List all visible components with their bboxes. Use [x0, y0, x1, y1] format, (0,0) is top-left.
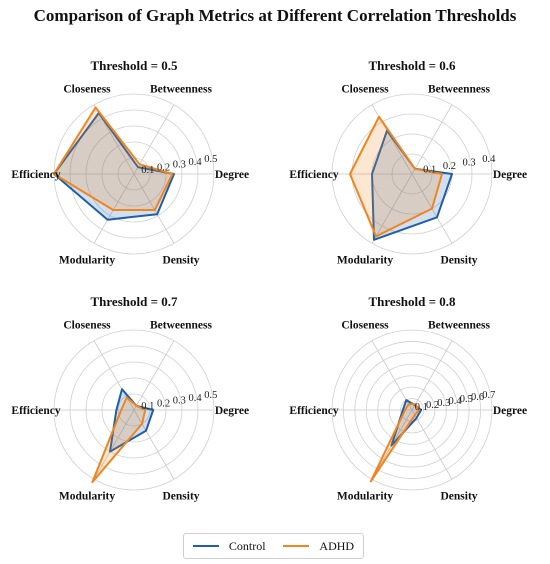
radial-tick-label: 0.4: [448, 396, 462, 407]
axis-spoke: [93, 409, 135, 480]
panel-title: Threshold = 0.8: [369, 294, 456, 309]
category-label-closeness: Closeness: [63, 84, 111, 96]
axis-spoke: [371, 340, 413, 411]
radial-tick-label: 0.4: [188, 157, 202, 168]
series-adhd-polygon: [91, 396, 147, 484]
category-label-density: Density: [440, 254, 477, 266]
radial-tick-label: 0.6: [471, 392, 484, 403]
category-label-density: Density: [162, 490, 199, 502]
category-label-degree: Degree: [493, 405, 527, 417]
category-label-closeness: Closeness: [63, 320, 111, 332]
category-label-efficiency: Efficiency: [289, 405, 338, 417]
radial-tick-label: 0.2: [157, 162, 170, 173]
radial-tick-label: 0.4: [188, 393, 202, 404]
radial-tick-label: 0.2: [157, 398, 170, 409]
category-label-efficiency: Efficiency: [289, 169, 338, 181]
category-label-degree: Degree: [215, 169, 249, 181]
category-label-betweenness: Betweenness: [428, 84, 490, 96]
panel-title: Threshold = 0.5: [91, 58, 178, 73]
category-label-density: Density: [440, 490, 477, 502]
category-label-modularity: Modularity: [337, 490, 393, 502]
series-adhd-polygon: [53, 106, 174, 211]
category-label-density: Density: [162, 254, 199, 266]
radar-panel-3: 0.1 0.2 0.3 0.4 0.5 Degree Betweenness Closenes…: [11, 294, 249, 502]
axis-spoke: [411, 340, 453, 411]
category-label-closeness: Closeness: [341, 84, 389, 96]
radial-tick-label: 0.2: [443, 161, 456, 172]
radial-tick-label: 0.3: [437, 398, 450, 409]
radial-tick-label: 0.7: [482, 390, 495, 401]
axis-spoke: [93, 173, 135, 244]
legend-entry-adhd: ADHD: [283, 539, 354, 554]
radar-panel-2: 0.1 0.2 0.3 0.4 Degree Betweenness Closeness Ef…: [289, 58, 527, 266]
axis-spoke: [411, 409, 453, 480]
radial-tick-label: 0.5: [460, 394, 473, 405]
legend: Control ADHD: [183, 533, 364, 559]
legend-label-control: Control: [228, 538, 266, 553]
radial-tick-label: 0.3: [173, 396, 186, 407]
category-label-degree: Degree: [215, 405, 249, 417]
axis-spoke: [133, 104, 175, 175]
axis-spoke: [133, 340, 175, 411]
category-label-closeness: Closeness: [341, 320, 389, 332]
radial-tick-label: 0.1: [415, 402, 428, 413]
radar-panel-1: 0.1 0.2 0.3 0.4 0.5 Degree Betweenness Closenes…: [11, 58, 249, 266]
radial-tick-label: 0.5: [204, 154, 217, 165]
radial-tick-label: 0.2: [426, 400, 439, 411]
figure-title: Comparison of Graph Metrics at Different…: [33, 6, 517, 25]
category-label-betweenness: Betweenness: [150, 320, 212, 332]
category-label-efficiency: Efficiency: [11, 405, 60, 417]
radial-tick-label: 0.4: [482, 154, 496, 165]
panel-title: Threshold = 0.7: [91, 294, 178, 309]
radial-tick-label: 0.5: [204, 390, 217, 401]
panel-title: Threshold = 0.6: [369, 58, 456, 73]
category-label-betweenness: Betweenness: [150, 84, 212, 96]
radial-tick-label: 0.3: [463, 158, 476, 169]
axis-spoke: [371, 173, 413, 244]
category-label-modularity: Modularity: [337, 254, 393, 266]
category-label-degree: Degree: [493, 169, 527, 181]
radial-tick-label: 0.3: [173, 160, 186, 171]
legend-swatch-control: [192, 545, 219, 547]
radar-panel-4: 0.10.20.30.40.50.60.7 Degree Betweenness Cl…: [289, 294, 527, 502]
series-adhd-polygon: [349, 115, 443, 238]
legend-swatch-adhd: [283, 545, 310, 547]
legend-entry-control: Control: [192, 538, 266, 554]
axis-spoke: [411, 104, 453, 175]
category-label-modularity: Modularity: [59, 490, 115, 502]
category-label-efficiency: Efficiency: [11, 169, 60, 181]
series-adhd-polygon: [369, 403, 420, 483]
radial-tick-label: 0.1: [141, 165, 154, 176]
radial-tick-label: 0.1: [141, 401, 154, 412]
legend-label-adhd: ADHD: [319, 538, 355, 553]
axis-spoke: [133, 173, 175, 244]
category-label-modularity: Modularity: [59, 254, 115, 266]
radial-tick-label: 0.1: [423, 165, 436, 176]
category-label-betweenness: Betweenness: [428, 320, 490, 332]
axis-spoke: [133, 409, 175, 480]
